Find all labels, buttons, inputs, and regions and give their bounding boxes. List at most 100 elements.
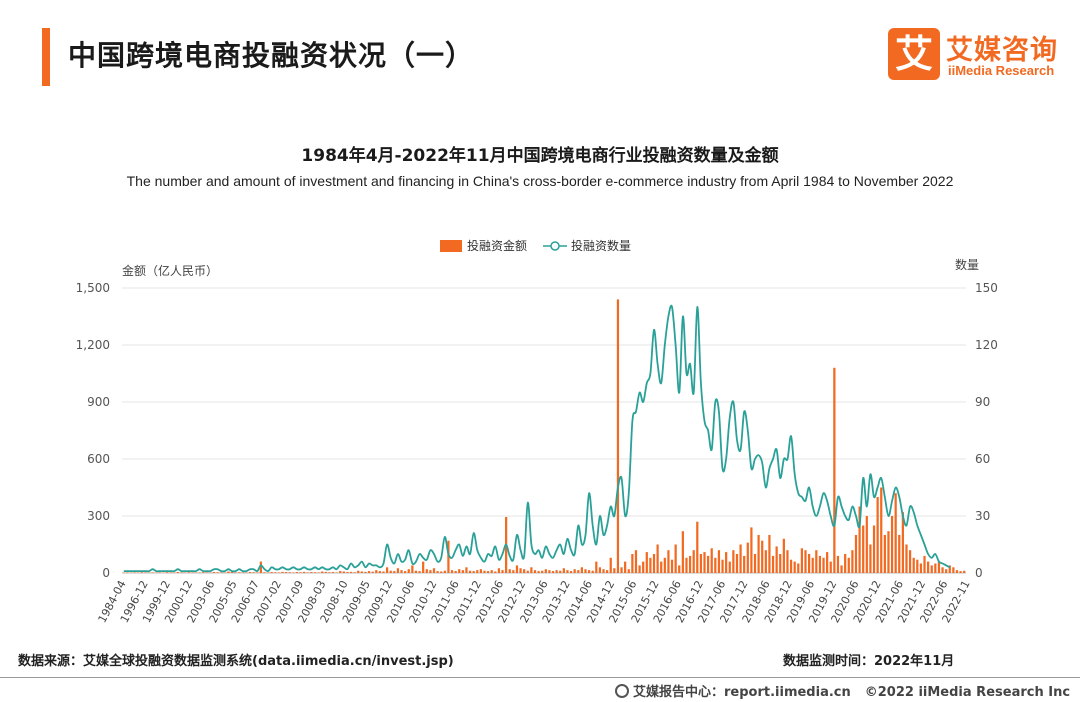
amount-bar	[717, 550, 721, 573]
amount-bar	[169, 572, 172, 573]
amount-bar	[400, 570, 403, 573]
logo-en-text: iiMedia Research	[948, 63, 1055, 78]
amount-bar	[220, 572, 223, 573]
amount-bar	[916, 559, 919, 573]
chart-gridlines	[122, 287, 966, 574]
y-right-tick-label: 30	[975, 509, 990, 523]
amount-bar	[887, 531, 890, 573]
logo-mark-icon: 艾	[888, 28, 940, 80]
amount-bar	[955, 570, 959, 573]
amount-bar	[761, 540, 764, 573]
amount-bar	[703, 552, 706, 573]
amount-bar	[266, 572, 270, 573]
amount-bar	[205, 572, 208, 573]
amount-bar	[894, 493, 897, 573]
amount-bar	[811, 557, 814, 573]
amount-bar	[378, 571, 382, 573]
y-right-tick-label: 0	[975, 566, 983, 580]
page-title: 中国跨境电商投融资状况（一）	[68, 39, 475, 72]
amount-bar	[454, 571, 457, 573]
amount-bar	[869, 544, 872, 573]
amount-bar	[786, 550, 789, 573]
logo-cn-text: 艾媒咨询	[946, 35, 1058, 66]
amount-bar	[634, 550, 638, 573]
y-right-tick-label: 60	[975, 452, 990, 466]
amount-bar	[375, 570, 378, 573]
amount-bar	[367, 571, 371, 573]
amount-bar	[324, 571, 327, 573]
amount-bar	[728, 561, 731, 573]
amount-bar	[862, 525, 865, 573]
amount-bar	[555, 570, 558, 573]
amount-bar	[771, 555, 775, 573]
amount-bar	[328, 572, 331, 573]
amount-bar	[743, 555, 746, 573]
amount-bar	[284, 572, 288, 573]
amount-bar	[447, 540, 450, 573]
amount-bar	[559, 570, 562, 573]
amount-bar	[349, 571, 353, 573]
amount-bar	[645, 552, 648, 573]
amount-bar	[876, 497, 879, 573]
amount-bar	[652, 554, 656, 573]
amount-bar	[313, 572, 317, 573]
amount-bar	[548, 570, 551, 573]
amount-bar	[551, 571, 555, 573]
amount-bar	[494, 571, 497, 573]
amount-bar	[346, 572, 349, 573]
amount-bar	[519, 568, 522, 573]
amount-bar	[238, 572, 241, 573]
amount-bar	[678, 565, 681, 573]
amount-bar	[339, 571, 342, 573]
amount-bar	[945, 569, 948, 573]
amount-bar	[829, 561, 832, 573]
chart-subtitle: The number and amount of investment and …	[126, 173, 954, 189]
amount-bar	[807, 554, 811, 573]
amount-bar	[616, 299, 620, 573]
amount-bar	[858, 506, 861, 573]
amount-bar	[191, 572, 194, 573]
amount-bar	[800, 548, 804, 573]
amount-bar	[865, 516, 868, 573]
amount-bar	[490, 570, 493, 573]
amount-bar	[342, 571, 345, 573]
amount-bar	[584, 569, 587, 573]
amount-bar	[393, 571, 396, 573]
amount-bar	[187, 572, 190, 573]
amount-bar	[674, 544, 677, 573]
amount-bar	[140, 572, 143, 573]
y-left-tick-label: 1,200	[76, 338, 110, 352]
amount-bar	[317, 572, 320, 573]
amount-bar	[389, 570, 392, 573]
amount-bar	[422, 561, 425, 573]
amount-bar	[295, 572, 299, 573]
amount-bar	[133, 572, 136, 573]
amount-bar	[963, 570, 966, 573]
amount-bar	[847, 557, 850, 573]
report-center-link[interactable]: 艾媒报告中心：report.iimedia.cn	[633, 685, 851, 700]
amount-bar	[764, 550, 767, 573]
amount-bar	[248, 572, 252, 573]
amount-bar	[851, 550, 854, 573]
amount-bar	[587, 570, 591, 573]
amount-bar	[840, 565, 843, 573]
amount-bar	[198, 572, 201, 573]
amount-bar	[515, 565, 519, 573]
amount-bar	[775, 546, 778, 573]
amount-bar	[230, 572, 234, 573]
amount-bar	[750, 527, 753, 573]
amount-bar	[757, 535, 760, 573]
amount-bar	[252, 572, 255, 573]
amount-bar	[746, 542, 749, 573]
amount-bar	[905, 544, 908, 573]
amount-bar	[789, 559, 793, 573]
amount-bar	[411, 565, 414, 573]
amount-bar	[176, 572, 180, 573]
amount-bar	[609, 557, 612, 573]
amount-bar	[443, 570, 446, 573]
amount-bar	[908, 550, 912, 573]
amount-bar	[306, 572, 309, 573]
amount-bar	[382, 571, 385, 573]
monitor-time: 数据监测时间：2022年11月	[783, 654, 955, 669]
amount-bar	[872, 525, 876, 573]
